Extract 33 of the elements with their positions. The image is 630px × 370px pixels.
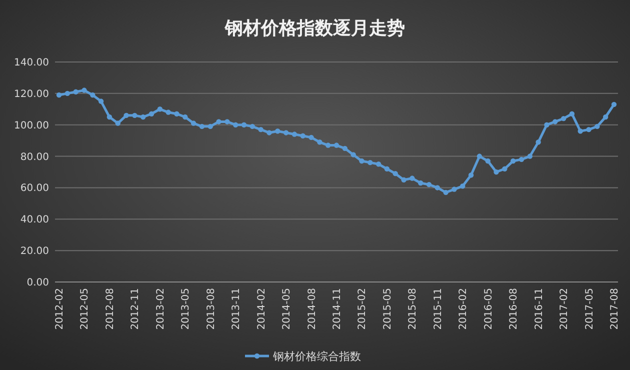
x-tick-label: 2015-08 <box>408 288 419 330</box>
x-tick-label: 2012-08 <box>104 288 116 330</box>
x-tick-label: 2013-05 <box>180 288 192 330</box>
y-tick-label: 120.00 <box>14 88 49 100</box>
x-tick-label: 2017-05 <box>584 288 596 330</box>
chart-title: 钢材价格指数逐月走势 <box>224 18 405 39</box>
x-tick-label: 2014-05 <box>282 288 293 330</box>
x-tick-label: 2012-11 <box>130 288 142 330</box>
x-tick-label: 2014-02 <box>256 288 268 330</box>
x-tick-label: 2012-05 <box>80 288 91 330</box>
x-tick-label: 2015-11 <box>432 288 444 330</box>
x-tick-label: 2016-02 <box>458 288 470 330</box>
y-tick-label: 140.00 <box>14 58 49 68</box>
y-tick-label: 40.00 <box>20 214 49 226</box>
x-tick-label: 2014-08 <box>306 288 318 330</box>
x-tick-label: 2016-08 <box>508 288 520 330</box>
x-tick-label: 2014-11 <box>332 288 343 330</box>
x-tick-label: 2016-11 <box>534 288 545 330</box>
y-tick-label: 60.00 <box>20 183 49 194</box>
y-tick-label: 0.00 <box>26 278 49 288</box>
y-tick-label: 20.00 <box>20 246 49 258</box>
x-tick-label: 2013-08 <box>206 288 217 330</box>
x-tick-label: 2013-02 <box>155 288 166 330</box>
x-tick-label: 2013-11 <box>231 288 242 330</box>
x-tick-label: 2015-05 <box>382 288 394 330</box>
y-tick-label: 80.00 <box>20 152 49 163</box>
x-tick-label: 2016-05 <box>483 288 494 330</box>
x-tick-label: 2017-08 <box>610 288 620 330</box>
x-tick-label: 2012-02 <box>54 288 66 330</box>
x-tick-label: 2015-02 <box>357 288 368 330</box>
y-tick-label: 100.00 <box>14 120 49 132</box>
legend-label: 钢材价格综合指数 <box>272 350 361 363</box>
x-tick-label: 2017-02 <box>559 288 570 330</box>
